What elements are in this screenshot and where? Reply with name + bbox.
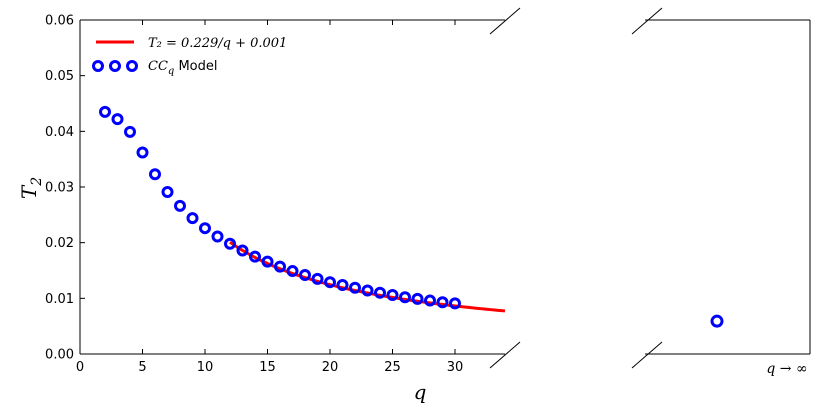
y-tick-label: 0.05: [45, 69, 74, 84]
data-point: [99, 105, 111, 118]
data-points-group: [99, 105, 461, 310]
data-point: [186, 212, 199, 225]
legend-fit-label: T₂ = 0.229/q + 0.001: [148, 36, 287, 51]
data-point: [149, 168, 161, 181]
x-tick-label: 30: [447, 360, 464, 375]
break-mark-top-right: [631, 7, 663, 35]
y-tick-label: 0.00: [45, 348, 74, 363]
data-point: [199, 222, 211, 235]
data-point: [224, 237, 236, 250]
x-tick-label: 5: [138, 360, 146, 375]
y-tick-label: 0.06: [45, 14, 74, 29]
data-point: [286, 265, 299, 278]
y-tick-label: 0.04: [45, 125, 74, 140]
x-ticks: 0 5 10 15 20 25 30: [76, 20, 463, 375]
y-tick-label: 0.01: [45, 292, 74, 307]
data-point: [386, 288, 399, 301]
data-point: [411, 292, 424, 305]
data-point: [336, 278, 349, 291]
data-point: [161, 186, 174, 199]
data-point: [436, 296, 449, 309]
data-point: [236, 244, 249, 257]
data-point: [449, 297, 461, 310]
y-axis-label-main: T: [17, 184, 41, 199]
data-point: [299, 268, 311, 281]
left-panel: 0 5 10 15 20 25 30 0.000.010.020.030.040.050.0…: [45, 7, 521, 375]
svg-text:T2: T2: [17, 177, 45, 199]
data-point: [136, 146, 149, 159]
data-point: [399, 291, 411, 304]
data-point: [349, 281, 361, 294]
limit-data-point: [710, 314, 724, 328]
right-panel-label: q → ∞: [766, 361, 807, 377]
data-point: [261, 255, 274, 268]
data-point: [211, 230, 224, 243]
data-point: [424, 294, 436, 307]
data-point: [324, 276, 336, 289]
data-point: [249, 250, 261, 263]
data-point: [374, 286, 386, 299]
y-ticks: 0.00 0.01 0.02 0.03 0.04 0.05 0.06: [45, 14, 85, 363]
legend: T₂ = 0.229/q + 0.001 CCq Model: [92, 36, 287, 77]
x-tick-label: 20: [322, 360, 339, 375]
y-axis-label: T2: [17, 177, 45, 199]
fit-line: [229, 240, 506, 313]
y-axis-label-sub: 2: [29, 177, 45, 187]
break-mark-top-left: [489, 7, 521, 35]
data-point: [124, 125, 136, 138]
break-mark-bottom-right: [631, 341, 663, 369]
x-tick-label: 25: [384, 360, 401, 375]
legend-point-swatch-3: [126, 60, 138, 72]
x-axis-label: q: [414, 380, 427, 404]
x-tick-label: 15: [259, 360, 276, 375]
data-point: [274, 260, 286, 273]
y-tick-label: 0.02: [45, 236, 74, 251]
legend-model-label: CCq Model: [148, 59, 217, 77]
data-point: [361, 284, 374, 297]
x-tick-label: 10: [197, 360, 214, 375]
fit-line-group: [229, 240, 506, 313]
break-mark-bottom-left: [489, 341, 521, 369]
legend-point-swatch-1: [92, 60, 104, 72]
legend-point-swatch-2: [109, 60, 121, 72]
data-point: [174, 199, 186, 212]
y-tick-label: 0.03: [45, 181, 74, 196]
data-point: [111, 113, 124, 126]
right-panel: q → ∞: [631, 7, 811, 377]
x-tick-label: 0: [76, 360, 84, 375]
data-point: [311, 272, 324, 285]
